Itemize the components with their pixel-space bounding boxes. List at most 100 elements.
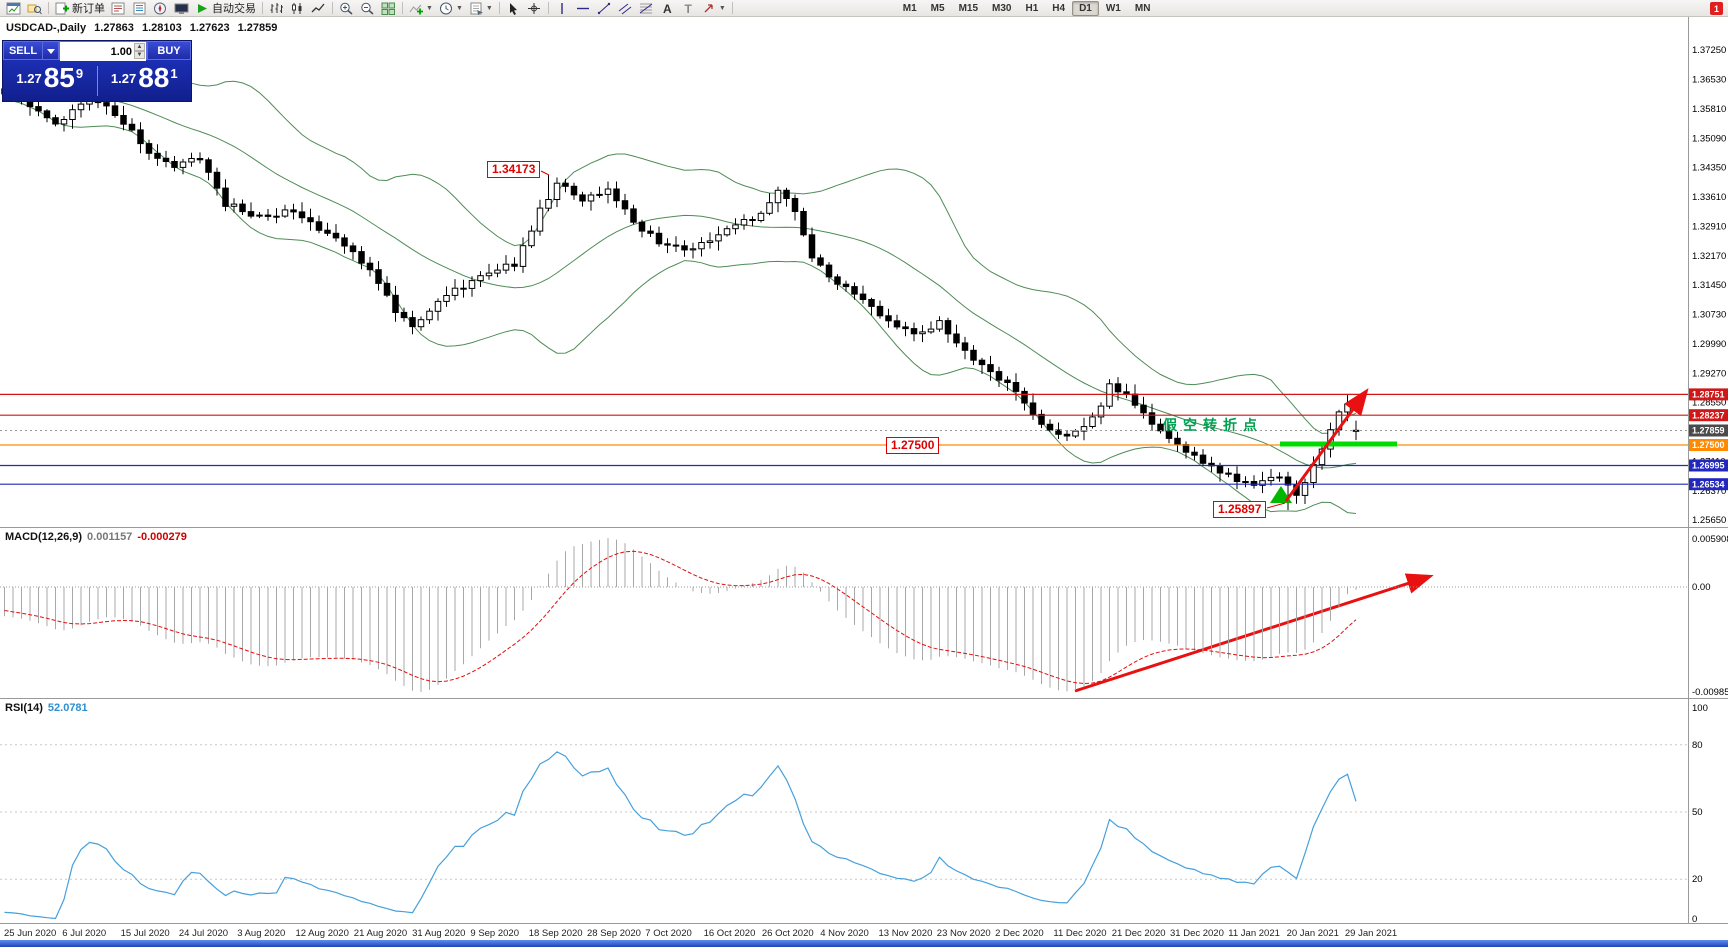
open-value: 1.27863 (94, 22, 134, 34)
date-axis: 25 Jun 2020 6 Jul 2020 15 Jul 2020 24 Jul 2… (4, 928, 1397, 939)
notification-badge[interactable]: 1 (1710, 2, 1723, 15)
svg-text:1.26534: 1.26534 (1692, 479, 1725, 489)
timeframe-h1-label: H1 (1025, 2, 1039, 14)
fibonacci-icon[interactable] (636, 0, 657, 16)
timeframe-mn-label: MN (1134, 2, 1151, 14)
chevron-down-icon: ▼ (455, 4, 463, 12)
svg-text:1.28550: 1.28550 (1692, 398, 1726, 409)
svg-text:1.27859: 1.27859 (1692, 426, 1725, 436)
timeframe-m5[interactable]: M5 (924, 1, 952, 16)
sell-button[interactable]: SELL (3, 41, 43, 60)
svg-text:24 Jul 2020: 24 Jul 2020 (179, 928, 228, 939)
volume-decrease-button[interactable]: ▼ (134, 51, 145, 59)
svg-text:11 Jan 2021: 11 Jan 2021 (1228, 928, 1280, 939)
price-annotation-1.34173[interactable]: 1.34173 (487, 161, 541, 178)
chinese-annotation-text[interactable]: 假空转折点 (1163, 417, 1263, 433)
svg-text:1.29270: 1.29270 (1692, 368, 1726, 379)
timeframe-mn[interactable]: MN (1128, 1, 1158, 16)
toolbar-separator (262, 2, 263, 14)
volume-input[interactable] (60, 43, 146, 61)
candlestick-chart-icon[interactable] (287, 0, 308, 16)
line-chart-icon[interactable] (308, 0, 329, 16)
chart-ohlc-info: USDCAD-,Daily 1.27863 1.28103 1.27623 1.… (6, 22, 282, 34)
arrows-icon[interactable]: ▼ (699, 0, 729, 16)
navigator-icon[interactable] (150, 0, 171, 16)
timeframe-w1[interactable]: W1 (1099, 1, 1128, 16)
periods-icon[interactable]: ▼ (436, 0, 466, 16)
timeframe-m5-label: M5 (930, 2, 945, 14)
autotrading-button[interactable]: 自动交易 (192, 0, 259, 16)
tile-windows-icon[interactable] (378, 0, 399, 16)
svg-text:16 Oct 2020: 16 Oct 2020 (704, 928, 756, 939)
svg-text:1.34350: 1.34350 (1692, 163, 1726, 174)
vertical-line-icon[interactable] (552, 0, 573, 16)
label-icon[interactable]: T (678, 0, 699, 16)
trend-arrow (1284, 388, 1369, 502)
low-value: 1.27623 (189, 22, 230, 34)
buy-button[interactable]: BUY (147, 41, 191, 60)
text-icon[interactable]: A (657, 0, 678, 16)
buy-price[interactable]: 1.27 88 1 (98, 64, 192, 95)
svg-text:1.37250: 1.37250 (1692, 45, 1726, 56)
macd-trend-arrow (1074, 573, 1434, 693)
price-annotation-1.27500[interactable]: 1.27500 (886, 437, 940, 454)
macd-main-value: 0.001157 (87, 531, 133, 543)
user-drawings[interactable] (540, 170, 1434, 693)
volume-increase-button[interactable]: ▲ (134, 43, 145, 51)
buy-price-base: 1.27 (110, 70, 137, 86)
horizontal-line-icon[interactable] (573, 0, 594, 16)
svg-text:6 Jul 2020: 6 Jul 2020 (62, 928, 106, 939)
market-watch-icon[interactable] (108, 0, 129, 16)
indicators-icon[interactable]: ▼ (406, 0, 436, 16)
autotrading-button-label: 自动交易 (212, 3, 256, 15)
svg-text:A: A (663, 2, 672, 15)
bar-chart-icon[interactable] (266, 0, 287, 16)
toolbar-separator (402, 2, 403, 14)
svg-text:21 Dec 2020: 21 Dec 2020 (1112, 928, 1166, 939)
timeframe-m1-label: M1 (902, 2, 917, 14)
timeframe-d1[interactable]: D1 (1072, 0, 1099, 16)
crosshair-icon[interactable] (524, 0, 545, 16)
macd-signal-value: -0.000279 (137, 531, 187, 543)
profiles-icon[interactable] (24, 0, 45, 16)
bollinger-bands (4, 41, 1357, 514)
price-annotation-1.25897[interactable]: 1.25897 (1213, 501, 1267, 518)
svg-text:0.005908: 0.005908 (1692, 534, 1728, 545)
toolbar-separator (498, 2, 500, 14)
svg-text:1.32170: 1.32170 (1692, 251, 1726, 262)
timeframe-h1[interactable]: H1 (1018, 1, 1045, 16)
svg-text:3 Aug 2020: 3 Aug 2020 (237, 928, 285, 939)
rsi-line (4, 751, 1357, 920)
trendline-icon[interactable] (594, 0, 615, 16)
sell-price-base: 1.27 (16, 70, 42, 86)
timeframe-m1[interactable]: M1 (896, 1, 924, 16)
new-order-button[interactable]: 新订单 (52, 0, 108, 16)
svg-text:1.35810: 1.35810 (1692, 104, 1726, 115)
channel-icon[interactable] (615, 0, 636, 16)
sell-price[interactable]: 1.27 85 9 (3, 64, 97, 95)
svg-text:20 Jan 2021: 20 Jan 2021 (1287, 928, 1339, 939)
volume-dropdown-button[interactable] (43, 41, 59, 60)
chevron-down-icon: ▼ (718, 4, 726, 12)
rsi-name: RSI(14) (5, 702, 43, 714)
timeframe-h4[interactable]: H4 (1045, 1, 1072, 16)
data-window-icon[interactable] (129, 0, 150, 16)
zoom-in-icon[interactable] (336, 0, 357, 16)
price-markers: 1.28751 1.28237 1.27500 1.26995 1.26534 1.278… (1689, 388, 1728, 491)
cursor-icon[interactable] (503, 0, 524, 16)
zoom-out-icon[interactable] (357, 0, 378, 16)
svg-text:T: T (684, 2, 692, 15)
timeframe-m30[interactable]: M30 (985, 1, 1018, 16)
templates-icon[interactable]: ▼ (466, 0, 496, 16)
candles (1, 82, 1360, 510)
svg-text:29 Jan 2021: 29 Jan 2021 (1345, 928, 1397, 939)
timeframe-m15[interactable]: M15 (952, 1, 985, 16)
rsi-value: 52.0781 (47, 702, 88, 714)
svg-text:0.00: 0.00 (1692, 582, 1711, 593)
timeframe-d1-label: D1 (1079, 2, 1092, 14)
terminal-icon[interactable] (171, 0, 192, 16)
new-chart-icon[interactable] (3, 0, 24, 16)
macd-signal-line (4, 550, 1357, 685)
